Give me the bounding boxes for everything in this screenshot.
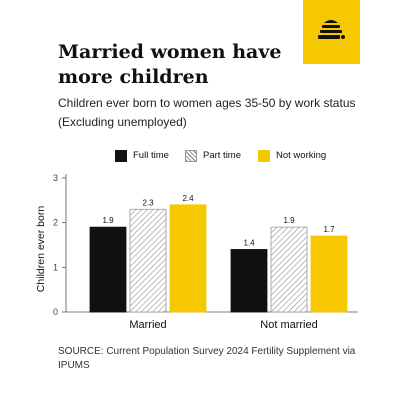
legend-item-part-time: Part time	[185, 150, 241, 162]
source-note: SOURCE: Current Population Survey 2024 F…	[58, 346, 356, 371]
y-tick-label: 3	[53, 173, 58, 183]
data-label: 2.3	[142, 198, 154, 207]
data-label: 1.7	[323, 225, 335, 234]
legend-swatch	[185, 150, 197, 162]
legend-item-not-working: Not working	[258, 150, 326, 162]
chart-title: Married women have more children	[58, 41, 282, 88]
data-label: 1.9	[102, 216, 114, 225]
bar-full-time-married	[89, 226, 127, 313]
bar-not-working-married	[169, 204, 207, 313]
chart-subtitle: Children ever born to women ages 35-50 b…	[58, 94, 358, 132]
bar-not-working-not-married	[310, 235, 348, 313]
bar-part-time-not-married	[270, 226, 308, 313]
x-tick-label: Not married	[260, 319, 317, 331]
subtitle-line-2: (Excluding unemployed)	[58, 115, 187, 129]
bar-full-time-not-married	[230, 249, 268, 313]
legend-swatch	[258, 150, 270, 162]
legend-item-full-time: Full time	[115, 150, 169, 162]
legend-label: Not working	[276, 150, 327, 161]
y-tick-label: 1	[53, 262, 58, 272]
x-tick-label: Married	[129, 319, 166, 331]
bar-part-time-married	[129, 208, 167, 313]
y-tick-label: 0	[53, 307, 58, 317]
legend-label: Part time	[203, 150, 242, 161]
y-tick-label: 2	[53, 218, 58, 228]
data-label: 2.4	[182, 194, 194, 203]
data-label: 1.4	[243, 238, 255, 247]
legend-label: Full time	[133, 150, 169, 161]
subtitle-line-1: Children ever born to women ages 35-50 b…	[58, 96, 356, 110]
y-axis-label: Children ever born	[35, 206, 47, 293]
data-label: 1.9	[283, 216, 295, 225]
legend-swatch	[115, 150, 127, 162]
logo	[303, 0, 360, 64]
beehive-icon	[318, 20, 345, 39]
